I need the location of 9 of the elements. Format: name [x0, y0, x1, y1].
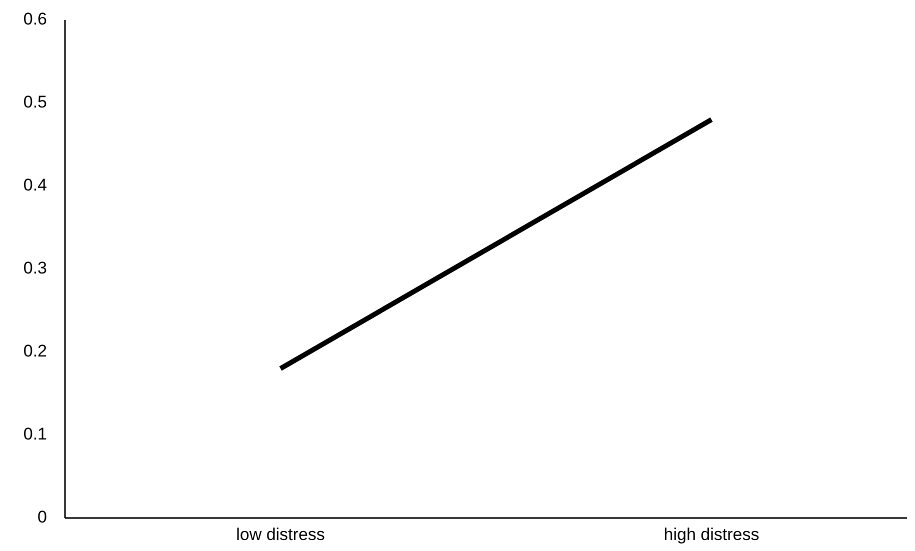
x-tick-label: low distress: [236, 525, 325, 544]
y-tick-label: 0.1: [23, 424, 47, 444]
y-tick-label: 0.4: [23, 175, 47, 194]
x-tick-label: high distress: [664, 525, 760, 544]
y-tick-label: 0.6: [23, 9, 47, 28]
y-tick-label: 0.5: [23, 92, 47, 112]
y-tick-label: 0: [38, 507, 47, 526]
y-tick-label: 0.3: [23, 258, 47, 278]
y-tick-label: 0.2: [23, 341, 47, 360]
